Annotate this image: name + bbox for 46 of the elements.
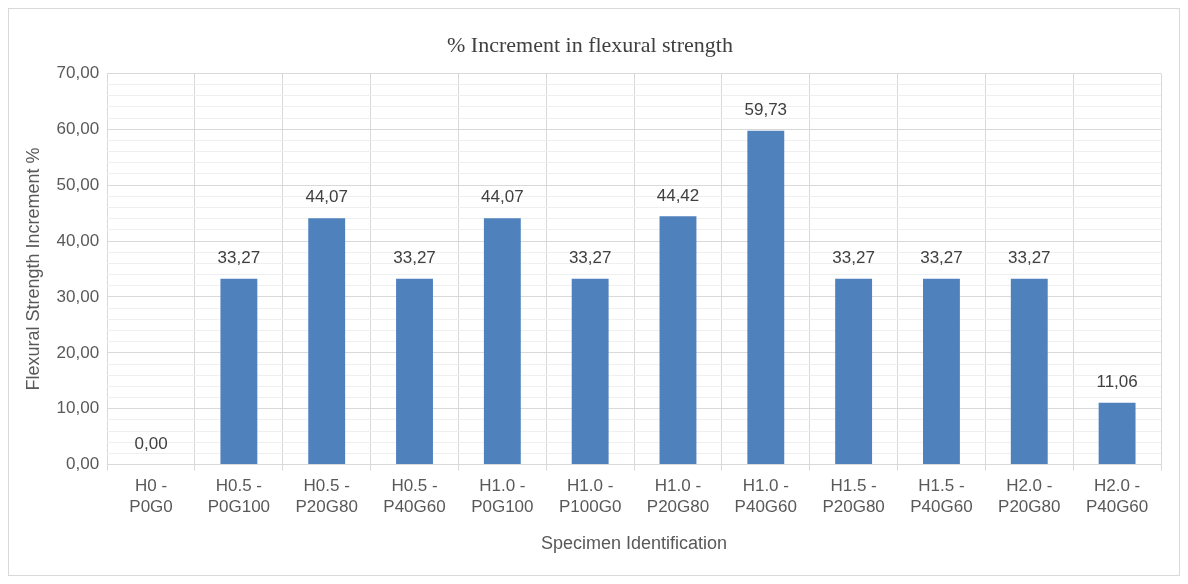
y-tick-label: 10,00 <box>56 398 100 418</box>
x-tick-label: H1.0 - P20G80 <box>646 476 710 516</box>
y-tick-label: 20,00 <box>56 342 100 362</box>
x-tick-label: H2.0 - P40G60 <box>1085 476 1149 516</box>
bar <box>1098 402 1136 465</box>
bar <box>220 278 258 465</box>
bar <box>923 278 960 465</box>
y-tick-label: 50,00 <box>56 174 100 194</box>
data-label: 33,27 <box>1007 247 1051 267</box>
data-label: 44,07 <box>305 187 348 207</box>
x-tick-label: H0.5 - P40G60 <box>383 476 446 516</box>
x-tick-label: H1.0 - P40G60 <box>734 476 797 516</box>
x-tick-label: H2.0 - P20G80 <box>998 476 1061 516</box>
y-tick-label: 30,00 <box>56 286 100 306</box>
data-label: 11,06 <box>1096 371 1138 391</box>
bar <box>1010 278 1048 465</box>
x-tick-label: H0.5 - P0G100 <box>207 476 271 516</box>
x-tick-label: H0.5 - P20G80 <box>295 476 358 516</box>
x-tick-label: H1.5 - P40G60 <box>910 476 973 516</box>
data-label: 33,27 <box>920 247 963 267</box>
data-label: 33,27 <box>568 247 612 267</box>
data-label: 59,73 <box>744 99 788 119</box>
x-tick-label: H0 - P0G0 <box>129 476 173 516</box>
bar <box>308 218 346 465</box>
bar <box>659 216 697 465</box>
data-label: 33,27 <box>832 247 875 267</box>
y-tick-label: 0,00 <box>66 454 100 474</box>
data-label: 44,42 <box>656 185 700 205</box>
data-label: 33,27 <box>217 247 261 267</box>
data-label: 44,07 <box>481 187 524 207</box>
data-label: 33,27 <box>393 247 436 267</box>
x-tick-label: H1.5 - P20G80 <box>822 476 885 516</box>
y-tick-label: 70,00 <box>56 63 100 83</box>
x-tick-label: H1.0 - P0G100 <box>471 476 534 516</box>
y-tick-label: 40,00 <box>56 230 100 250</box>
bar <box>396 278 433 465</box>
y-axis-title: Flexural Strength Increment % <box>22 147 43 391</box>
bar <box>483 218 521 465</box>
y-tick-label: 60,00 <box>56 118 100 138</box>
bar <box>747 130 785 465</box>
bar <box>571 278 609 465</box>
x-tick-label: H1.0 - P100G0 <box>558 476 622 516</box>
x-axis-title: Specimen Identification <box>541 533 728 554</box>
bar <box>835 278 873 465</box>
data-label: 0,00 <box>134 433 168 453</box>
chart-title: % Increment in flexural strength <box>447 31 733 57</box>
